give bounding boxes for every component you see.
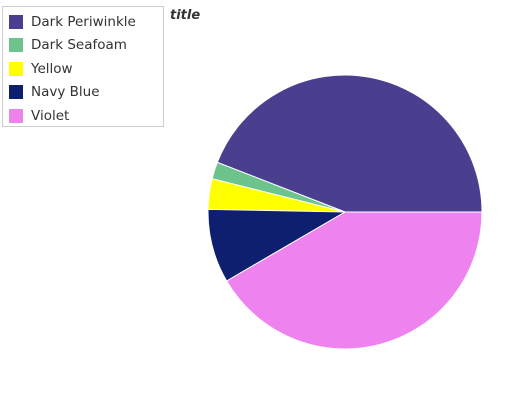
legend-swatch (9, 85, 23, 99)
legend-swatch (9, 109, 23, 123)
legend-item-yellow: Yellow (9, 57, 163, 81)
legend-label: Yellow (31, 61, 73, 77)
legend: Dark Periwinkle Dark Seafoam Yellow Navy… (2, 6, 164, 127)
legend-item-dark-seafoam: Dark Seafoam (9, 34, 163, 58)
legend-swatch (9, 38, 23, 52)
legend-label: Dark Seafoam (31, 37, 127, 53)
legend-item-violet: Violet (9, 104, 163, 128)
legend-swatch (9, 15, 23, 29)
legend-item-navy-blue: Navy Blue (9, 81, 163, 105)
legend-item-dark-periwinkle: Dark Periwinkle (9, 10, 163, 34)
legend-swatch (9, 62, 23, 76)
legend-label: Violet (31, 108, 69, 124)
legend-label: Dark Periwinkle (31, 14, 136, 30)
legend-label: Navy Blue (31, 84, 100, 100)
